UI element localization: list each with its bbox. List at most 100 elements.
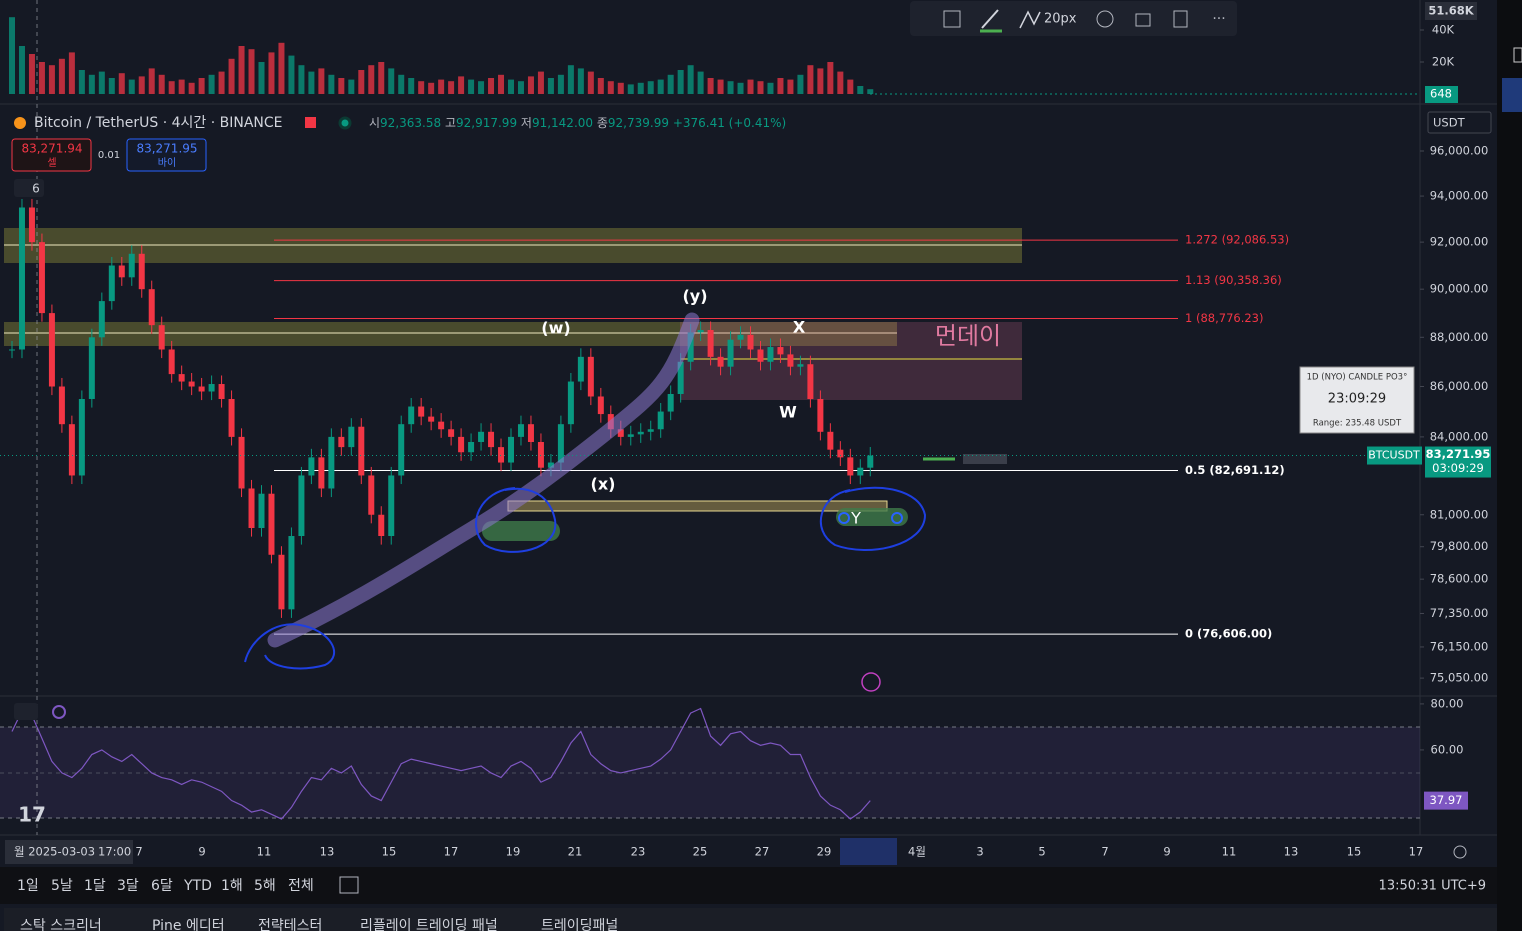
candle [527, 424, 534, 442]
line-width[interactable]: 20px [1044, 12, 1077, 27]
candle [727, 339, 734, 367]
symbol-badge: BTCUSDT [1368, 449, 1420, 462]
rsi-icon[interactable] [52, 705, 66, 719]
tool-lock[interactable] [1135, 13, 1151, 27]
annotation: 먼데이 [935, 322, 1001, 350]
candle [577, 356, 584, 382]
x-tick-label: 17 [1409, 845, 1424, 859]
time-range-highlight [840, 838, 897, 865]
fib-levels: 1.272 (92,086.53) 1.13 (90,358.36) 1 (88,7… [274, 233, 1289, 641]
ohlc: 시92,363.58 고92,917.99 저91,142.00 종92,739… [369, 116, 786, 130]
ohlc-value: 92,739.99 [608, 116, 669, 130]
volume-bar [378, 62, 385, 94]
last-price: 83,271.95 [1426, 447, 1491, 461]
candle [398, 424, 405, 476]
volume-bar [448, 81, 455, 94]
x-tick-label: 11 [1222, 845, 1237, 859]
x-tick-label: 23 [631, 845, 646, 859]
side-icon[interactable] [1513, 47, 1522, 63]
qty[interactable]: 0.01 [98, 150, 120, 161]
timeframe-button[interactable]: 5해 [254, 878, 276, 894]
axis-settings[interactable] [1453, 845, 1467, 859]
bottom-tab[interactable]: 트레이딩패널 [541, 918, 618, 931]
x-tick-label: 15 [382, 845, 397, 859]
side-active [1502, 78, 1522, 112]
timeframe-button[interactable]: YTD [183, 878, 212, 894]
candle [637, 431, 644, 435]
x-tick-label: 5 [1038, 845, 1045, 859]
candle [478, 431, 485, 442]
highlight[interactable] [836, 508, 908, 526]
event-icon[interactable] [861, 672, 881, 692]
volume-bar [787, 79, 794, 94]
highlight[interactable] [482, 521, 560, 541]
candle [368, 475, 375, 515]
candle [617, 429, 624, 437]
bottom-tab[interactable]: 전략테스터 [258, 918, 322, 931]
volume-bar [478, 81, 485, 94]
volume-bar [418, 81, 425, 94]
circle-drawing[interactable] [244, 623, 336, 670]
tool-pencil[interactable] [981, 9, 999, 29]
annotation: X [793, 318, 806, 337]
currency-select[interactable] [1427, 111, 1492, 134]
candle [777, 347, 784, 355]
volume-bar [358, 70, 365, 94]
candle [537, 441, 544, 468]
circle-drawing[interactable] [819, 486, 927, 552]
timeframe-button[interactable]: 1해 [221, 878, 243, 894]
volume-last-badge [1425, 86, 1458, 103]
tool-settings[interactable] [1096, 10, 1114, 28]
volume-bar [168, 81, 175, 94]
timeframe-button[interactable]: 5날 [51, 878, 73, 894]
candle [587, 356, 594, 397]
bottom-tab[interactable]: Pine 에디터 [152, 918, 225, 931]
indicator-toggle[interactable] [14, 179, 44, 197]
candle [9, 349, 15, 351]
circle-drawing[interactable] [475, 487, 557, 553]
zone[interactable] [680, 322, 1022, 400]
tool-delete[interactable] [1173, 10, 1188, 28]
drawing-toolbar [910, 1, 1237, 36]
wave-brush[interactable] [267, 312, 700, 648]
flag[interactable] [305, 117, 316, 128]
tv-logo[interactable]: 17 [18, 803, 46, 827]
candle [418, 406, 425, 417]
bottom-tab[interactable]: 스탁 스크리너 [20, 918, 102, 931]
candles [9, 198, 874, 618]
candle [218, 384, 225, 399]
timeframe-button[interactable]: 1일 [17, 878, 39, 894]
handle[interactable] [838, 512, 850, 524]
candle [717, 356, 724, 367]
handle[interactable] [891, 512, 903, 524]
candle [557, 424, 564, 463]
tool-line[interactable] [1019, 10, 1041, 29]
buy-button[interactable] [126, 138, 207, 172]
rsi-toggle[interactable] [14, 703, 38, 720]
volume-bar [637, 82, 644, 94]
y-tick-label: 92,000.00 [1430, 235, 1489, 249]
volume-bar [348, 79, 355, 94]
drawings [4, 228, 1022, 541]
candle [178, 374, 185, 382]
timeframe-button[interactable]: 1달 [84, 878, 106, 894]
candle [298, 475, 305, 537]
marker [963, 454, 1007, 464]
candle [268, 493, 275, 555]
timeframe-button[interactable]: 3달 [117, 878, 139, 894]
date-range-button[interactable] [339, 876, 359, 894]
timeframe-button[interactable]: 전체 [288, 878, 314, 894]
zone[interactable] [507, 500, 888, 512]
timeframe-button[interactable]: 6달 [151, 878, 173, 894]
volume-bar [488, 78, 495, 94]
volume-bar [817, 68, 824, 94]
candle [767, 347, 774, 362]
candle [597, 396, 604, 415]
x-tick-label: 13 [320, 845, 335, 859]
volume-bar [198, 78, 205, 94]
bottom-tab[interactable]: 리플레이 트레이딩 패널 [360, 918, 498, 931]
tool-more[interactable]: ··· [1212, 11, 1225, 27]
sell-button[interactable] [11, 138, 92, 172]
tool-icon[interactable] [943, 10, 961, 28]
